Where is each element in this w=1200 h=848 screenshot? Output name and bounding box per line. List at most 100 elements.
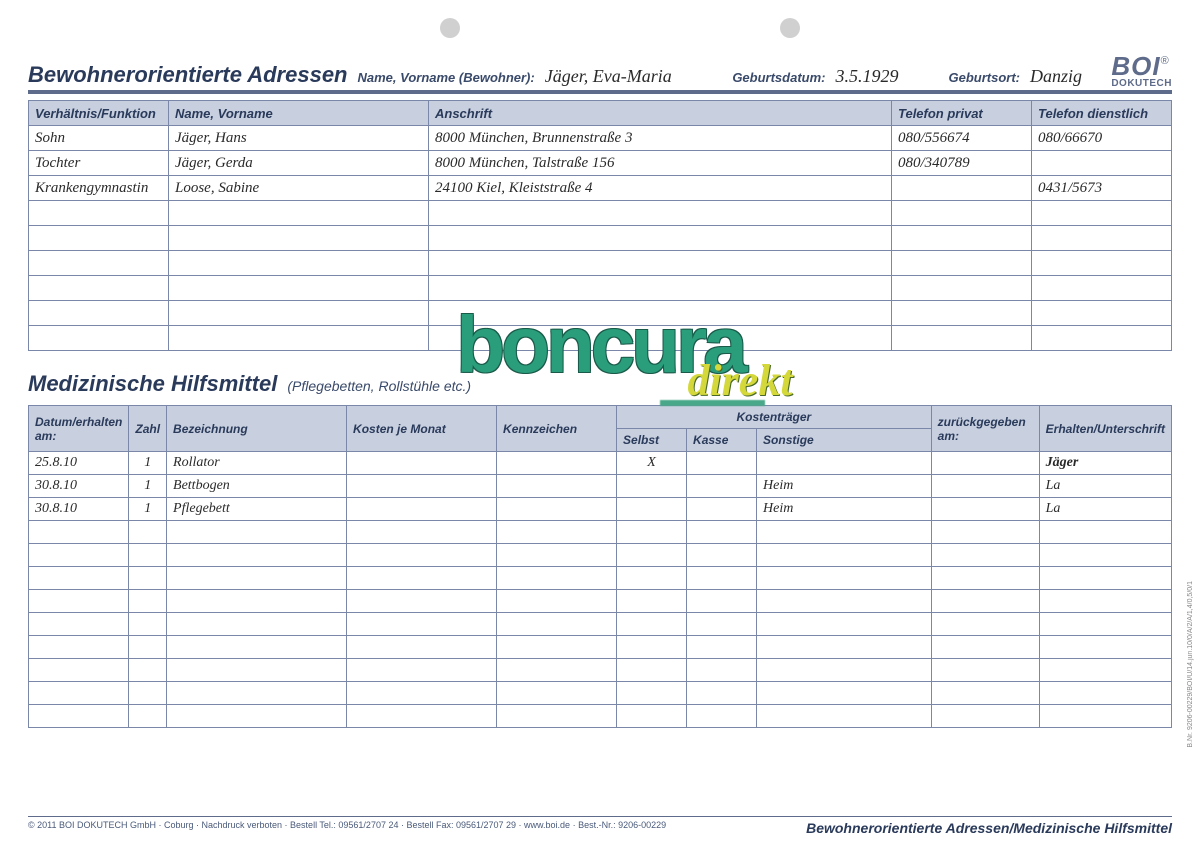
cell	[347, 636, 497, 659]
cell	[497, 475, 617, 498]
cell	[497, 452, 617, 475]
col-insurance: Kasse	[687, 429, 757, 452]
cell	[617, 682, 687, 705]
cell	[687, 613, 757, 636]
section2-subtitle: (Pflegebetten, Rollstühle etc.)	[287, 378, 471, 394]
cell	[129, 567, 167, 590]
cell	[347, 613, 497, 636]
cell: 080/340789	[892, 151, 1032, 176]
cell	[687, 590, 757, 613]
cell	[29, 682, 129, 705]
cell: Rollator	[167, 452, 347, 475]
cell	[169, 201, 429, 226]
logo-subtext: DOKUTECH	[1111, 78, 1172, 89]
punch-hole-left	[440, 18, 460, 38]
cell	[497, 705, 617, 728]
cell	[347, 521, 497, 544]
logo-boi: BOI® DOKUTECH	[1111, 55, 1172, 89]
table-row: 30.8.101BettbogenHeimLa	[29, 475, 1172, 498]
cell: 080/66670	[1032, 126, 1172, 151]
table-row	[29, 276, 1172, 301]
dob-label: Geburtsdatum:	[732, 70, 825, 85]
cell	[169, 226, 429, 251]
col-signature: Erhalten/Unterschrift	[1039, 406, 1171, 452]
cell: 30.8.10	[29, 498, 129, 521]
cell	[169, 276, 429, 301]
cell	[757, 705, 932, 728]
cell	[892, 276, 1032, 301]
cell	[757, 659, 932, 682]
cell	[687, 498, 757, 521]
cell	[167, 590, 347, 613]
cell	[29, 301, 169, 326]
cell	[129, 659, 167, 682]
cell	[497, 544, 617, 567]
cell	[29, 544, 129, 567]
col-description: Bezeichnung	[167, 406, 347, 452]
col-other: Sonstige	[757, 429, 932, 452]
table-row: KrankengymnastinLoose, Sabine24100 Kiel,…	[29, 176, 1172, 201]
cell	[617, 498, 687, 521]
cell	[892, 201, 1032, 226]
cell	[1039, 567, 1171, 590]
cell	[29, 636, 129, 659]
cell	[1032, 226, 1172, 251]
cell: X	[617, 452, 687, 475]
cell	[347, 567, 497, 590]
table-row	[29, 613, 1172, 636]
cell: Bettbogen	[167, 475, 347, 498]
name-value: Jäger, Eva-Maria	[545, 66, 672, 87]
table-row	[29, 226, 1172, 251]
cell: Sohn	[29, 126, 169, 151]
footer-title: Bewohnerorientierte Adressen/Medizinisch…	[806, 820, 1172, 836]
col-name: Name, Vorname	[169, 101, 429, 126]
cell	[757, 636, 932, 659]
cell	[687, 521, 757, 544]
cell	[931, 659, 1039, 682]
cell	[757, 590, 932, 613]
cell	[931, 452, 1039, 475]
cell	[1032, 151, 1172, 176]
cell	[1039, 659, 1171, 682]
cell: 8000 München, Brunnenstraße 3	[429, 126, 892, 151]
punch-hole-right	[780, 18, 800, 38]
cell	[497, 521, 617, 544]
cell	[687, 475, 757, 498]
footer-copyright: © 2011 BOI DOKUTECH GmbH · Coburg · Nach…	[28, 820, 666, 836]
cell	[129, 682, 167, 705]
cell: Loose, Sabine	[169, 176, 429, 201]
cell	[1039, 636, 1171, 659]
logo-reg: ®	[1161, 55, 1169, 67]
cell	[167, 682, 347, 705]
table-row	[29, 326, 1172, 351]
cell	[931, 567, 1039, 590]
cell	[347, 590, 497, 613]
cell: 080/556674	[892, 126, 1032, 151]
col-phone-private: Telefon privat	[892, 101, 1032, 126]
table-row	[29, 301, 1172, 326]
cell	[687, 659, 757, 682]
cell: Pflegebett	[167, 498, 347, 521]
col-cost: Kosten je Monat	[347, 406, 497, 452]
cell	[129, 636, 167, 659]
cell	[129, 544, 167, 567]
cell	[429, 226, 892, 251]
medical-aids-table: Datum/erhalten am: Zahl Bezeichnung Kost…	[28, 405, 1172, 728]
cell	[347, 498, 497, 521]
cell	[347, 452, 497, 475]
cell	[497, 682, 617, 705]
cell	[429, 301, 892, 326]
cell	[29, 590, 129, 613]
cell	[687, 636, 757, 659]
cell	[497, 498, 617, 521]
header-bar: Bewohnerorientierte Adressen Name, Vorna…	[28, 62, 1172, 94]
cell	[687, 705, 757, 728]
cell	[167, 567, 347, 590]
cell	[931, 498, 1039, 521]
cell	[1039, 544, 1171, 567]
cell	[169, 301, 429, 326]
col-returned: zurückgegeben am:	[931, 406, 1039, 452]
cell	[687, 567, 757, 590]
cell	[892, 301, 1032, 326]
cell: 1	[129, 498, 167, 521]
